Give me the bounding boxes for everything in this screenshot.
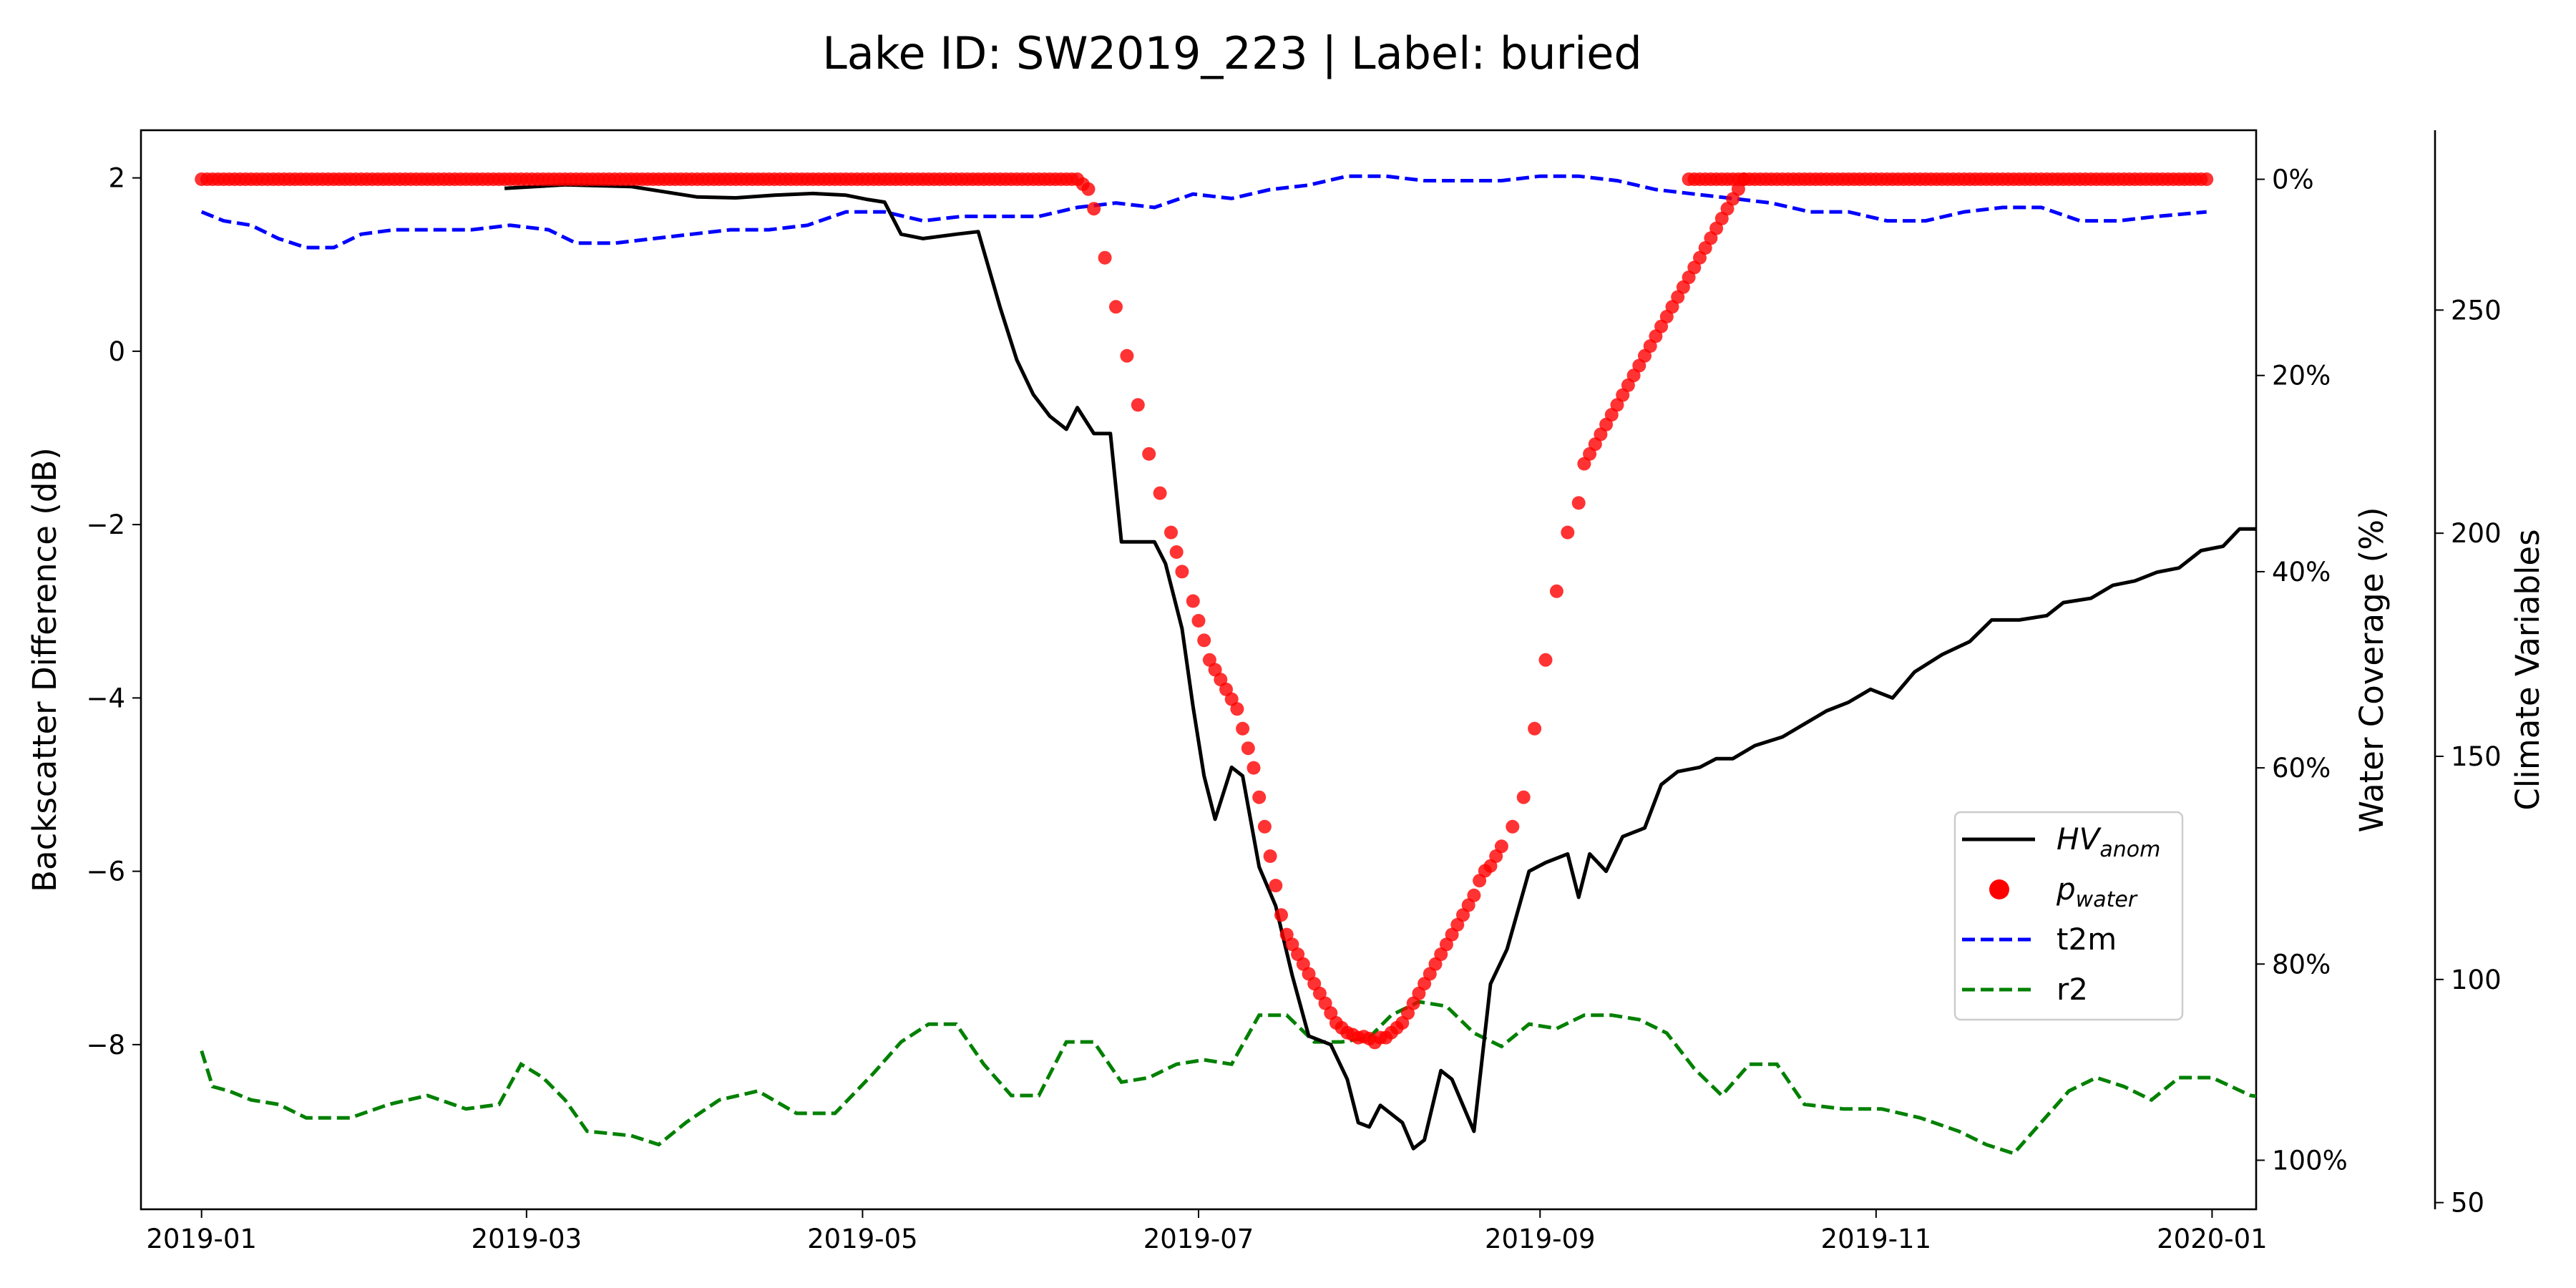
water-tick-label: 60% <box>2272 753 2331 784</box>
p-water-point <box>1671 290 1685 304</box>
left-tick-label: 2 <box>108 163 125 194</box>
p-water-point <box>1263 849 1277 863</box>
p-water-point <box>1269 879 1283 893</box>
water-tick-label: 20% <box>2272 361 2331 391</box>
p-water-point <box>1561 525 1575 540</box>
water-tick-label: 40% <box>2272 557 2331 587</box>
p-water-point <box>1610 398 1624 412</box>
p-water-point <box>1246 761 1261 775</box>
legend: HVanom pwater t2m r2 <box>1953 811 2184 1021</box>
legend-label: r2 <box>2057 972 2088 1007</box>
p-water-point <box>1252 790 1267 804</box>
axis-layer: 2019-01 2019-03 2019-05 2019-07 2019-09 2019-… <box>86 163 2501 1254</box>
climate-tick-label: 50 <box>2451 1188 2484 1219</box>
p-water-point <box>1439 937 1453 952</box>
p-water-point <box>1169 545 1184 559</box>
p-water-point <box>1191 614 1206 628</box>
p-water-point <box>1131 398 1145 412</box>
p-water-point <box>1257 819 1272 834</box>
climate-tick-label: 250 <box>2451 295 2502 326</box>
p-water-point <box>1142 447 1156 461</box>
p-water-point <box>1241 741 1255 756</box>
p-water-point <box>1197 633 1211 648</box>
water-tick-label: 0% <box>2272 165 2314 195</box>
p-water-point <box>1186 594 1200 608</box>
p-water-point <box>1109 300 1123 314</box>
water-tick-label: 80% <box>2272 949 2331 980</box>
p-water-point <box>1098 250 1112 265</box>
p-water-point <box>1087 202 1101 216</box>
p-water-point <box>1506 819 1520 834</box>
p-water-point <box>1230 702 1244 716</box>
p-water-point <box>1279 927 1294 942</box>
p-water-markers <box>195 172 2214 1050</box>
legend-box <box>1953 811 2184 1021</box>
x-tick-label: 2019-01 <box>146 1224 257 1254</box>
p-water-point <box>1274 908 1288 922</box>
legend-label: t2m <box>2057 922 2117 957</box>
x-tick-label: 2019-07 <box>1143 1224 1254 1254</box>
t2m-series-line <box>200 174 2207 250</box>
x-tick-label: 2019-11 <box>1821 1224 1932 1254</box>
legend-label: HVanom <box>2057 821 2160 862</box>
climate-tick-label: 150 <box>2451 741 2502 772</box>
p-water-point <box>1120 348 1134 363</box>
hv-anom-series-line <box>504 182 2256 1151</box>
p-water-point <box>1236 721 1250 736</box>
p-water-point <box>2200 172 2214 186</box>
water-tick-label: 100% <box>2272 1145 2348 1176</box>
r2-series-line <box>200 1000 2256 1156</box>
left-tick-label: −4 <box>86 683 125 713</box>
climate-axis-label: Climate Variables <box>2509 529 2547 810</box>
p-water-point <box>1494 839 1508 854</box>
p-water-point <box>1731 182 1745 196</box>
p-water-point <box>1081 182 1096 196</box>
x-tick-label: 2019-09 <box>1485 1224 1596 1254</box>
left-tick-label: −6 <box>86 857 125 887</box>
p-water-point <box>1571 496 1586 510</box>
p-water-point <box>1164 525 1178 540</box>
x-tick-label: 2019-03 <box>472 1224 582 1254</box>
climate-tick-label: 100 <box>2451 965 2502 995</box>
series-layer <box>195 172 2256 1156</box>
p-water-point <box>1549 584 1563 598</box>
chart-title: Lake ID: SW2019_223 | Label: buried <box>822 27 1642 80</box>
p-water-point <box>1737 172 1751 186</box>
p-water-point <box>1528 721 1542 736</box>
x-tick-label: 2019-05 <box>807 1224 918 1254</box>
p-water-point <box>1538 653 1553 667</box>
p-water-point <box>1175 565 1189 579</box>
p-water-point <box>1516 790 1531 804</box>
left-axis-label: Backscatter Difference (dB) <box>26 447 64 892</box>
p-water-point <box>1153 486 1167 500</box>
legend-marker <box>1989 879 2009 899</box>
x-tick-label: 2020-01 <box>2157 1224 2268 1254</box>
left-tick-label: 0 <box>108 336 125 367</box>
left-tick-label: −2 <box>86 509 125 540</box>
p-water-point <box>1467 888 1481 902</box>
climate-tick-label: 200 <box>2451 518 2502 549</box>
legend-label: pwater <box>2056 872 2138 912</box>
left-tick-label: −8 <box>86 1030 125 1060</box>
water-coverage-axis-label: Water Coverage (%) <box>2353 507 2391 832</box>
